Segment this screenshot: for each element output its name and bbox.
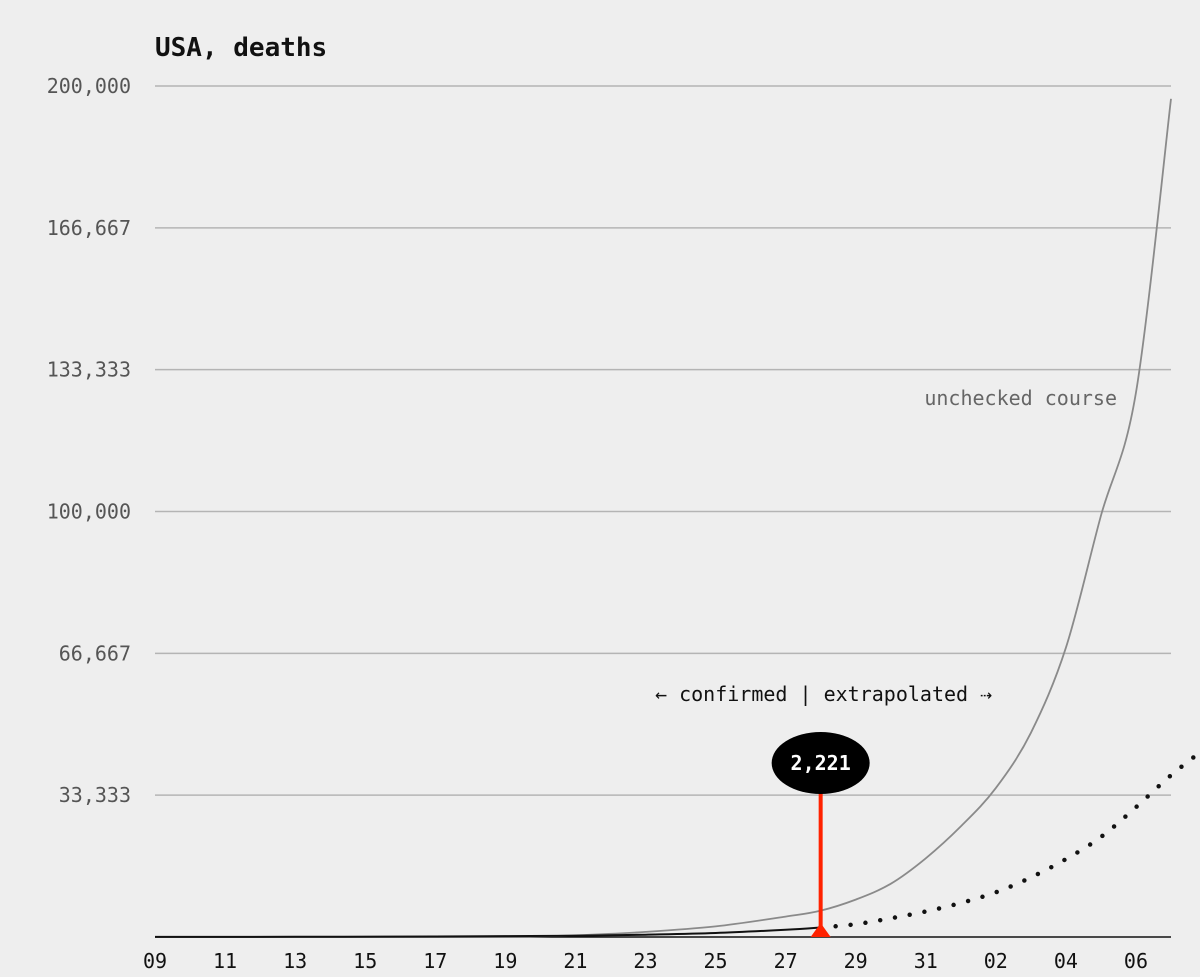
unchecked-course-line xyxy=(155,98,1172,938)
x-tick-label: 15 xyxy=(353,949,377,973)
x-tick-label: 17 xyxy=(423,949,447,973)
extrapolated-deaths-line xyxy=(818,749,1200,930)
marker-triangle xyxy=(810,923,831,937)
x-tick-label: 04 xyxy=(1054,949,1078,973)
confirmed-deaths-line xyxy=(154,926,821,938)
y-axis-ticks: 33,333 66,667 100,000 133,333 166,667 200,000 xyxy=(47,74,131,807)
y-tick-label: 66,667 xyxy=(59,641,131,665)
x-tick-label: 21 xyxy=(563,949,587,973)
x-tick-label: 27 xyxy=(774,949,798,973)
x-tick-label: 06 xyxy=(1124,949,1148,973)
chart-title: USA, deaths xyxy=(155,33,327,63)
x-tick-label: 23 xyxy=(633,949,657,973)
x-tick-label: 25 xyxy=(704,949,728,973)
x-tick-label: 19 xyxy=(493,949,517,973)
confirmed-extrapolated-label: ← confirmed | extrapolated ⇢ xyxy=(655,682,992,706)
y-tick-label: 200,000 xyxy=(47,74,131,98)
marker-bubble xyxy=(771,732,870,794)
x-tick-label: 11 xyxy=(213,949,237,973)
unchecked-course-label: unchecked course xyxy=(924,386,1117,410)
x-tick-label: 31 xyxy=(914,949,938,973)
x-axis-ticks: 09 11 13 15 17 19 21 23 25 27 29 31 02 04 06 xyxy=(143,949,1148,973)
y-tick-label: 100,000 xyxy=(47,500,131,524)
y-tick-label: 133,333 xyxy=(47,358,131,382)
series xyxy=(154,98,1200,938)
x-tick-label: 29 xyxy=(844,949,868,973)
marker-value-label: 2,221 xyxy=(791,751,851,775)
x-tick-label: 09 xyxy=(143,949,167,973)
y-tick-label: 33,333 xyxy=(59,783,131,807)
grid xyxy=(155,85,1171,938)
x-tick-label: 02 xyxy=(984,949,1008,973)
x-tick-label: 13 xyxy=(283,949,307,973)
y-tick-label: 166,667 xyxy=(47,216,131,240)
current-marker: 2,221 xyxy=(771,732,870,937)
